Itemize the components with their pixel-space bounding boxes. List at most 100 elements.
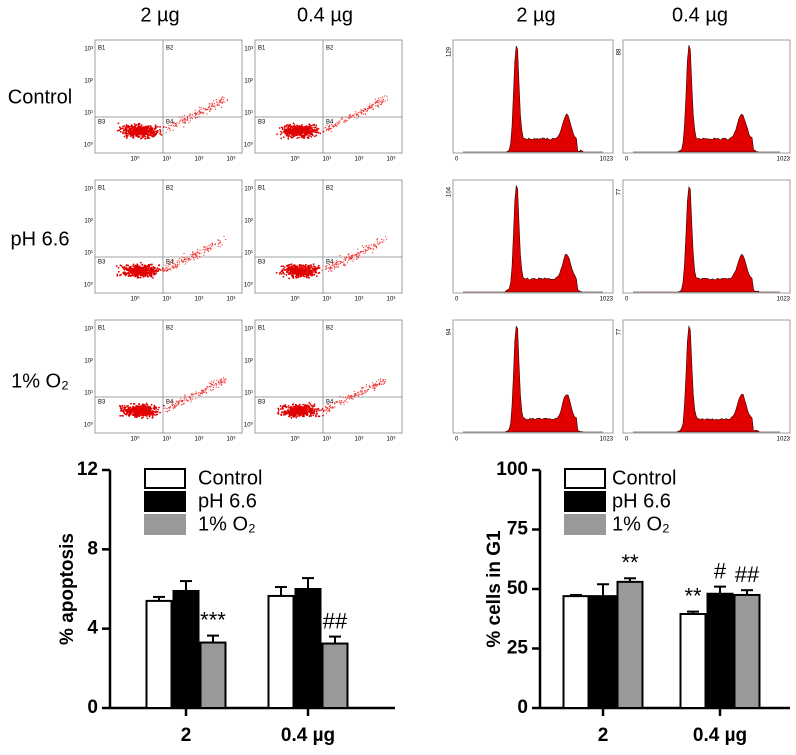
cell-dot [196, 116, 198, 119]
cell-dot [288, 406, 290, 409]
histogram [463, 325, 603, 433]
cell-dot [140, 129, 143, 132]
cell-dot [283, 272, 285, 275]
cell-dot [374, 245, 376, 247]
cell-dot [155, 407, 157, 410]
cell-dot [333, 407, 335, 409]
scatter-y-tick: 10² [84, 219, 93, 225]
cell-dot [122, 127, 124, 130]
cell-dot [328, 263, 330, 266]
cell-dot [151, 416, 154, 419]
cell-dot [146, 274, 149, 277]
cell-dot [315, 414, 317, 416]
cell-dot [176, 267, 178, 269]
cell-dot [282, 405, 285, 408]
cell-dot [346, 401, 348, 403]
y-tick-label: 100 [496, 459, 528, 480]
cell-dot [302, 136, 305, 139]
cell-dot [141, 132, 143, 134]
cell-dot [182, 121, 184, 123]
cell-dot [354, 392, 356, 395]
histogram-x-label: 0 [455, 297, 459, 303]
cell-dot [297, 275, 300, 277]
cell-dot [356, 117, 358, 119]
cell-dot [295, 266, 298, 269]
cell-dot [195, 255, 198, 257]
cell-dot [287, 409, 290, 412]
scatter-panel [254, 39, 403, 154]
cell-dot [200, 252, 202, 254]
cell-dot [283, 411, 286, 414]
cell-dot [361, 251, 363, 253]
cell-dot [186, 257, 188, 259]
cell-dot [330, 266, 332, 268]
cell-dot [144, 269, 147, 272]
cell-dot [344, 264, 346, 266]
column-header: 0.4 µg [297, 4, 353, 26]
cell-dot [329, 404, 331, 406]
cell-dot [211, 383, 213, 386]
cell-dot [325, 268, 327, 270]
cell-dot [355, 393, 357, 395]
scatter-x-tick: 10⁰ [130, 436, 140, 443]
cell-dot [305, 133, 307, 136]
cell-dot [145, 408, 148, 411]
cell-dot [308, 276, 310, 279]
cell-dot [370, 107, 373, 109]
quadrant-label: B1 [258, 46, 266, 52]
scatter-y-tick: 10¹ [244, 251, 253, 257]
cell-dot [351, 397, 353, 400]
cell-dot [329, 267, 331, 269]
cell-dot [184, 258, 186, 260]
cell-dot [313, 273, 316, 276]
cell-dot [125, 127, 128, 130]
cell-dot [128, 267, 131, 269]
cell-dot [192, 255, 194, 257]
quadrant-label: B2 [166, 326, 174, 332]
cell-dot [297, 130, 300, 133]
cell-dot [385, 238, 388, 240]
cell-dot [178, 261, 180, 263]
cell-dot [360, 109, 362, 111]
cell-dot [198, 253, 200, 255]
cell-dot [292, 122, 295, 125]
cell-dot [151, 411, 154, 414]
cell-dot [126, 134, 129, 137]
cell-dot [282, 265, 285, 268]
scatter-x-tick: 10³ [227, 297, 236, 303]
y-axis-label: % cells in G1 [484, 530, 505, 648]
cell-dot [292, 130, 295, 133]
cell-dot [165, 126, 167, 128]
cell-dot [374, 98, 376, 100]
quadrant-label: B4 [326, 260, 334, 266]
cell-dot [202, 249, 204, 251]
cell-dot [196, 252, 198, 254]
cell-dot [377, 105, 379, 107]
cell-dot [133, 409, 136, 412]
column-header: 2 µg [516, 4, 555, 26]
cell-dot [382, 100, 385, 102]
cell-dot [142, 129, 145, 132]
cell-dot [335, 263, 337, 266]
histogram-max-label: 77 [617, 328, 623, 335]
cell-dot [282, 411, 285, 414]
cell-dot [336, 266, 338, 268]
cell-dot [376, 101, 378, 103]
cell-dot [313, 269, 316, 272]
cell-dot [369, 105, 371, 107]
cell-dot [149, 263, 152, 266]
cell-dot [194, 111, 196, 113]
cell-dot [296, 415, 299, 418]
cell-dot [172, 124, 174, 126]
cell-dot [156, 267, 159, 270]
cell-dot [348, 395, 351, 397]
cell-dot [146, 127, 149, 129]
cell-dot [224, 101, 226, 103]
cell-dot [305, 404, 307, 406]
histogram-x-label: 1023 [600, 437, 614, 443]
cell-dot [303, 131, 306, 134]
cell-dot [192, 394, 194, 396]
cell-dot [285, 406, 288, 408]
y-tick-label: 25 [507, 638, 529, 659]
cell-dot [317, 272, 320, 275]
